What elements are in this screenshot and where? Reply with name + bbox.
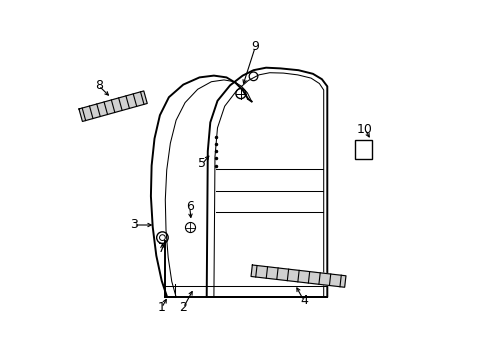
Text: 1: 1 bbox=[158, 301, 165, 314]
FancyBboxPatch shape bbox=[354, 140, 371, 159]
Text: 10: 10 bbox=[356, 123, 372, 136]
Text: 8: 8 bbox=[95, 79, 102, 92]
Polygon shape bbox=[250, 265, 345, 287]
Text: 4: 4 bbox=[299, 294, 307, 307]
Text: 3: 3 bbox=[129, 219, 137, 231]
Text: 6: 6 bbox=[185, 201, 193, 213]
Text: 5: 5 bbox=[198, 157, 206, 170]
Text: 7: 7 bbox=[158, 242, 166, 255]
Polygon shape bbox=[79, 91, 147, 121]
Text: 9: 9 bbox=[251, 40, 259, 53]
Text: 2: 2 bbox=[179, 301, 187, 314]
